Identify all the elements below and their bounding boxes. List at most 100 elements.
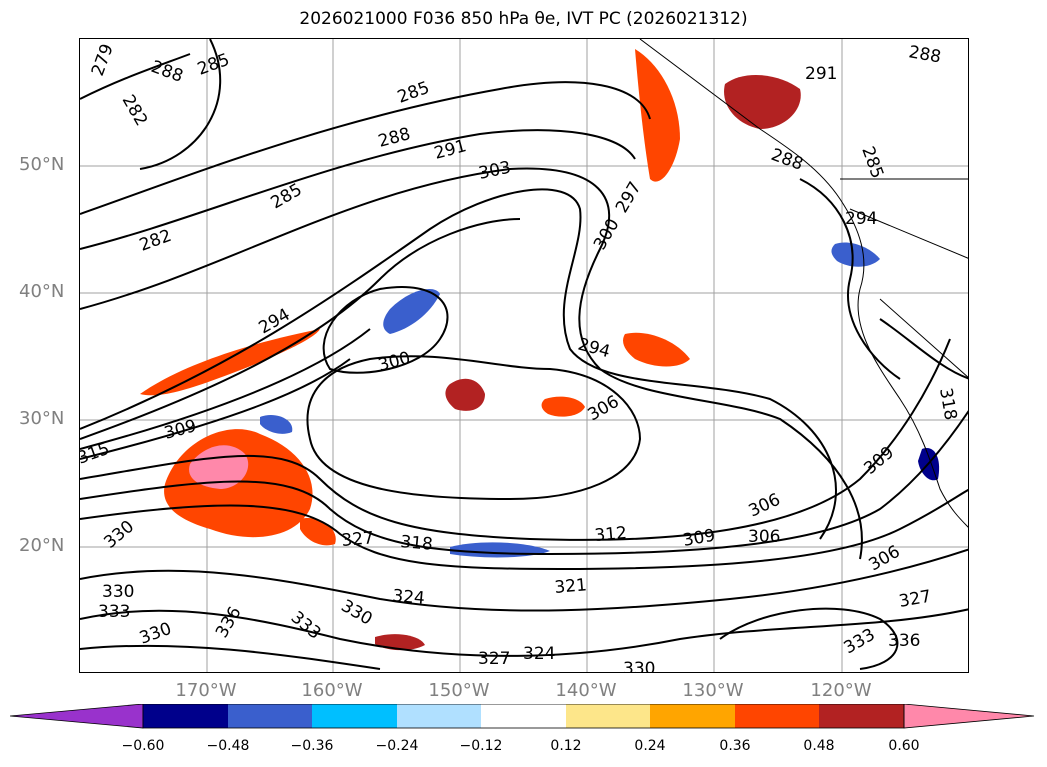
lat-label-40n: 40°N <box>19 281 65 302</box>
graticule <box>80 39 968 672</box>
lon-label-120w: 120°W <box>810 680 872 701</box>
contour-line <box>719 607 899 670</box>
colorbar-extend-min <box>10 704 144 729</box>
colorbar-tick-label: −0.36 <box>290 738 334 754</box>
lat-label-20n: 20°N <box>19 535 65 556</box>
contour-label: 327 <box>478 649 510 669</box>
ivt-blob-positive <box>724 74 801 129</box>
colorbar-segment <box>143 704 228 728</box>
contour-line <box>80 328 371 450</box>
contour-line <box>80 644 381 670</box>
contour-label: 291 <box>805 64 837 84</box>
ivt-blob-negative <box>260 414 293 434</box>
ivt-blob-negative <box>450 542 550 558</box>
lon-label-160w: 160°W <box>301 680 363 701</box>
contour-labels: 279 288 285 282 285 288 291 303 282 285 … <box>80 41 960 673</box>
contour-line <box>306 355 642 501</box>
contour-label: 330 <box>338 596 376 630</box>
contour-label: 285 <box>857 144 887 181</box>
contour-label: 282 <box>118 92 152 130</box>
contour-line <box>80 167 863 560</box>
contour-label: 333 <box>841 625 879 659</box>
contour-label: 279 <box>88 41 118 78</box>
lon-label-170w: 170°W <box>175 680 237 701</box>
contour-line <box>322 286 449 374</box>
contour-label: 288 <box>907 42 942 67</box>
colorbar-tick-label: 0.60 <box>888 738 920 754</box>
contour-line <box>799 178 901 380</box>
colorbar-segment <box>650 704 735 728</box>
contour-label: 321 <box>554 575 588 598</box>
contour-label: 324 <box>392 586 426 609</box>
contour-label: 297 <box>612 178 646 216</box>
contour-label: 288 <box>148 57 185 87</box>
contour-label: 303 <box>477 158 513 184</box>
lon-label-150w: 150°W <box>428 680 490 701</box>
map-title: 2026021000 F036 850 hPa θe, IVT PC (2026… <box>0 9 1047 29</box>
contour-label: 330 <box>102 582 134 602</box>
lat-label-30n: 30°N <box>19 408 65 429</box>
colorbar <box>10 704 1035 729</box>
ivt-blob-positive <box>164 429 313 538</box>
map-canvas: 279 288 285 282 285 288 291 303 282 285 … <box>80 39 968 673</box>
contour-label: 318 <box>935 386 960 421</box>
contour-line <box>139 39 222 170</box>
ivt-blob-positive <box>541 396 585 417</box>
theta-e-contours <box>80 39 968 670</box>
ivt-blob-negative <box>383 289 440 334</box>
contour-label: 330 <box>623 659 655 673</box>
colorbar-tick-label: 0.36 <box>719 738 751 754</box>
contour-label: 285 <box>195 50 232 80</box>
contour-label: 294 <box>576 335 613 363</box>
ivt-blob-positive <box>445 378 485 411</box>
colorbar-segment <box>397 704 481 728</box>
contour-line <box>879 318 968 380</box>
contour-label: 312 <box>594 523 628 546</box>
contour-line <box>80 188 837 540</box>
title-text: 2026021000 F036 850 hPa θe, IVT PC (2026… <box>299 9 748 29</box>
ivt-blob-positive <box>635 49 680 182</box>
map-panel: 279 288 285 282 285 288 291 303 282 285 … <box>79 38 969 673</box>
contour-label: 315 <box>80 439 112 469</box>
colorbar-segment <box>481 704 566 728</box>
contour-label: 306 <box>748 527 780 547</box>
contour-label: 333 <box>287 608 325 644</box>
colorbar-tick-label: 0.24 <box>634 738 666 754</box>
contour-line <box>80 81 651 215</box>
colorbar-frame <box>142 704 905 729</box>
contour-label: 288 <box>376 124 413 152</box>
contour-label: 333 <box>98 602 130 622</box>
lon-label-140w: 140°W <box>555 680 617 701</box>
contour-line <box>80 129 636 250</box>
colorbar-tick-label: 0.12 <box>550 738 582 754</box>
lon-label-130w: 130°W <box>682 680 744 701</box>
colorbar-segment <box>312 704 397 728</box>
contour-label: 330 <box>137 619 174 649</box>
colorbar-tick-label: −0.60 <box>121 738 165 754</box>
contour-line <box>80 608 968 657</box>
ivt-blob-positive <box>375 634 425 651</box>
ivt-blob-positive <box>300 518 336 546</box>
border-line <box>849 208 968 259</box>
contour-line <box>80 410 968 556</box>
ivt-blob-positive <box>140 329 320 396</box>
contour-label: 288 <box>768 145 805 175</box>
colorbar-tick-label: 0.48 <box>803 738 835 754</box>
colorbar-tick-label: −0.48 <box>206 738 250 754</box>
ivt-blob-positive <box>623 332 690 367</box>
contour-label: 300 <box>590 215 624 253</box>
colorbar-segment <box>228 704 312 728</box>
contour-label: 300 <box>376 348 413 376</box>
contour-label: 318 <box>400 532 434 555</box>
contour-label: 285 <box>268 180 306 214</box>
colorbar-tick-label: −0.12 <box>459 738 503 754</box>
contour-label: 324 <box>523 644 555 664</box>
contour-label: 336 <box>888 631 920 651</box>
lat-label-50n: 50°N <box>19 154 65 175</box>
colorbar-segment <box>819 704 904 728</box>
border-line <box>879 298 968 378</box>
colorbar-segment <box>566 704 650 728</box>
coastline-north-america <box>639 39 968 528</box>
contour-label: 294 <box>845 209 877 229</box>
contour-line <box>80 53 191 100</box>
